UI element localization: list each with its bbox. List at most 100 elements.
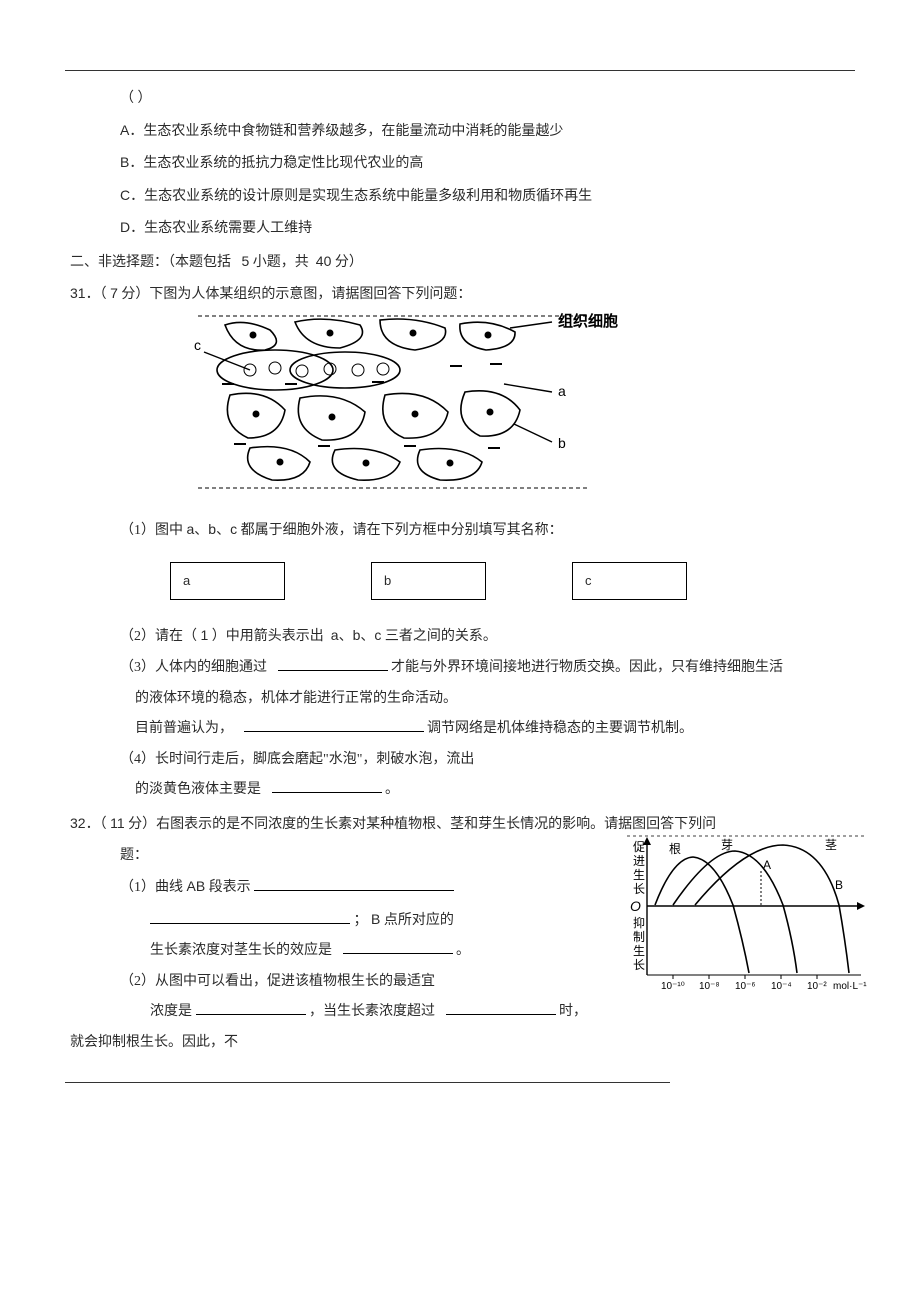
chart-ybot4: 长 bbox=[633, 958, 645, 972]
chart-ytop2: 进 bbox=[633, 854, 645, 868]
box-a[interactable]: a bbox=[170, 562, 285, 600]
q31-p4-l2a: 的淡黄色液体主要是 bbox=[135, 782, 261, 797]
q32-p1-3: 段表示 bbox=[209, 880, 251, 895]
diagram-label-a: a bbox=[558, 383, 566, 399]
sec2-t2: 5 bbox=[242, 253, 250, 269]
option-a-text: A．生态农业系统中食物链和营养级越多，在能量流动中消耗的能量越少 bbox=[120, 122, 563, 138]
blank-7[interactable] bbox=[196, 1000, 306, 1016]
q32-p2-l2a: 浓度是 bbox=[150, 1004, 192, 1019]
diagram-label-c: c bbox=[194, 337, 201, 353]
xunit: mol·L⁻¹ bbox=[833, 981, 867, 992]
q32-p1-l2a: ； bbox=[354, 913, 368, 928]
q32-p1-1: （1）曲线 bbox=[120, 880, 183, 895]
q31-s2: 7 bbox=[110, 285, 118, 301]
chart-A: A bbox=[763, 858, 771, 872]
option-b: B．生态农业系统的抵抗力稳定性比现代农业的高 bbox=[50, 149, 870, 178]
blank-6[interactable] bbox=[343, 939, 453, 955]
sec2-t5: 分） bbox=[335, 255, 363, 270]
sec2-t3: 小题，共 bbox=[253, 255, 309, 270]
blank-8[interactable] bbox=[446, 1000, 556, 1016]
q32-p1-line3: 生长素浓度对茎生长的效应是 。 bbox=[50, 938, 619, 965]
q31-p2-2: 1 bbox=[201, 627, 209, 643]
q32-body: 题： （1）曲线 AB 段表示 ； B 点所对应的 生长素浓度对茎生长的效应是 … bbox=[50, 839, 870, 1031]
box-b[interactable]: b bbox=[371, 562, 486, 600]
blank-3[interactable] bbox=[272, 778, 382, 794]
chart-origin: O bbox=[630, 898, 641, 914]
bottom-rule bbox=[65, 1082, 670, 1083]
q32-stem-line2: 题： bbox=[50, 843, 619, 870]
q32-p1-l3a: 生长素浓度对茎生长的效应是 bbox=[150, 943, 332, 958]
q31-stem: 31．（ 7 分）下图为人体某组织的示意图，请据图回答下列问题： bbox=[50, 280, 870, 309]
q32-p2-l2c: 时， bbox=[559, 1004, 587, 1019]
q31-p2-3: ）中用箭头表示出 bbox=[212, 629, 324, 644]
option-c: C．生态农业系统的设计原则是实现生态系统中能量多级利用和物质循环再生 bbox=[50, 182, 870, 211]
blank-4[interactable] bbox=[254, 875, 454, 891]
xt0: 10⁻¹⁰ bbox=[661, 981, 685, 992]
q31-p1-3: 都属于细胞外液，请在下列方框中分别填写其名称： bbox=[241, 523, 563, 538]
paren-blank: （ ） bbox=[50, 86, 870, 113]
chart-ytop4: 长 bbox=[633, 882, 645, 896]
q32-s1: 32．（ bbox=[70, 815, 107, 831]
option-a: A．生态农业系统中食物链和营养级越多，在能量流动中消耗的能量越少 bbox=[50, 117, 870, 146]
q31-p4: （4）长时间行走后，脚底会磨起"水泡"，刺破水泡，流出 bbox=[50, 747, 870, 774]
diagram-label-cell: 组织细胞 bbox=[558, 312, 618, 330]
q31-p4-l2b: 。 bbox=[385, 782, 399, 797]
box-c[interactable]: c bbox=[572, 562, 687, 600]
chart-ybot3: 生 bbox=[633, 944, 645, 958]
q31-boxes: a b c bbox=[50, 562, 870, 600]
q32-p2-l2b: ，当生长素浓度超过 bbox=[309, 1004, 435, 1019]
q31-p2-4: a、b、c bbox=[331, 627, 382, 643]
q32-s3: 分）右图表示的是不同浓度的生长素对某种植物根、茎和芽生长情况的影响。请据图回答下… bbox=[128, 817, 716, 832]
sec2-t1: 二、非选择题：（本题包括 bbox=[70, 255, 231, 270]
q31-p3-l3b: 调节网络是机体维持稳态的主要调节机制。 bbox=[427, 721, 693, 736]
xt3: 10⁻⁴ bbox=[771, 981, 792, 992]
option-d-text: D．生态农业系统需要人工维持 bbox=[120, 219, 312, 235]
q31-p3-2: 才能与外界环境间接地进行物质交换。因此，只有维持细胞生活 bbox=[391, 660, 783, 675]
chart-stem: 茎 bbox=[825, 838, 837, 852]
q32-p1-l2c: 点所对应的 bbox=[384, 913, 454, 928]
xt4: 10⁻² bbox=[807, 981, 827, 992]
q31-p3-line3: 目前普遍认为， 调节网络是机体维持稳态的主要调节机制。 bbox=[50, 716, 870, 743]
q31-s1: 31．（ bbox=[70, 285, 107, 301]
q31-p2: （2）请在（ 1 ）中用箭头表示出 a、b、c 三者之间的关系。 bbox=[50, 622, 870, 651]
q32-p1-l2b: B bbox=[371, 911, 380, 927]
q32-p1: （1）曲线 AB 段表示 bbox=[50, 873, 619, 902]
chart-ybot2: 制 bbox=[633, 930, 645, 944]
q32-p1-2: AB bbox=[187, 878, 206, 894]
page: （ ） A．生态农业系统中食物链和营养级越多，在能量流动中消耗的能量越少 B．生… bbox=[0, 0, 920, 1303]
blank-1[interactable] bbox=[278, 655, 388, 671]
q31-p3: （3）人体内的细胞通过 才能与外界环境间接地进行物质交换。因此，只有维持细胞生活 bbox=[50, 655, 870, 682]
q32-s2: 11 bbox=[110, 815, 125, 831]
q31-p2-1: （2）请在（ bbox=[120, 629, 197, 644]
q31-p3-l3a: 目前普遍认为， bbox=[135, 721, 233, 736]
blank-5[interactable] bbox=[150, 908, 350, 924]
q31-s3: 分）下图为人体某组织的示意图，请据图回答下列问题： bbox=[121, 287, 471, 302]
q31-p3-line2: 的液体环境的稳态，机体才能进行正常的生命活动。 bbox=[50, 686, 870, 713]
q31-p1-2: a、b、c bbox=[187, 521, 238, 537]
q32-p2-line2: 浓度是 ，当生长素浓度超过 时， bbox=[50, 999, 619, 1026]
q32-text-col: 题： （1）曲线 AB 段表示 ； B 点所对应的 生长素浓度对茎生长的效应是 … bbox=[50, 839, 619, 1031]
chart-root: 根 bbox=[669, 842, 681, 856]
chart-B: B bbox=[835, 878, 843, 892]
q31-p1-1: （1）图中 bbox=[120, 523, 183, 538]
q31-p1: （1）图中 a、b、c 都属于细胞外液，请在下列方框中分别填写其名称： bbox=[50, 516, 870, 545]
tissue-diagram-svg: 组织细胞 c a b bbox=[190, 310, 620, 495]
section-2-heading: 二、非选择题：（本题包括 5 小题，共 40 分） bbox=[50, 248, 870, 277]
blank-2[interactable] bbox=[244, 716, 424, 732]
q32-p1-line2: ； B 点所对应的 bbox=[50, 906, 619, 935]
option-d: D．生态农业系统需要人工维持 bbox=[50, 214, 870, 243]
sec2-t4: 40 bbox=[316, 253, 332, 269]
auxin-chart-svg: 促 进 生 长 O 抑 制 生 长 根 bbox=[625, 833, 870, 1003]
option-c-text: C．生态农业系统的设计原则是实现生态系统中能量多级利用和物质循环再生 bbox=[120, 187, 592, 203]
q32-chart: 促 进 生 长 O 抑 制 生 长 根 bbox=[625, 833, 870, 1014]
chart-bud: 芽 bbox=[721, 838, 733, 852]
chart-ytop3: 生 bbox=[633, 868, 645, 882]
q32-tail: 就会抑制根生长。因此，不 bbox=[50, 1030, 870, 1057]
q31-p4-line2: 的淡黄色液体主要是 。 bbox=[50, 777, 870, 804]
q31-diagram: 组织细胞 c a b bbox=[50, 310, 870, 506]
diagram-label-b: b bbox=[558, 435, 566, 451]
chart-ytop1: 促 bbox=[633, 840, 645, 854]
q32-p1-l3b: 。 bbox=[456, 943, 470, 958]
chart-ybot1: 抑 bbox=[633, 915, 645, 930]
q31-p3-1: （3）人体内的细胞通过 bbox=[120, 660, 267, 675]
